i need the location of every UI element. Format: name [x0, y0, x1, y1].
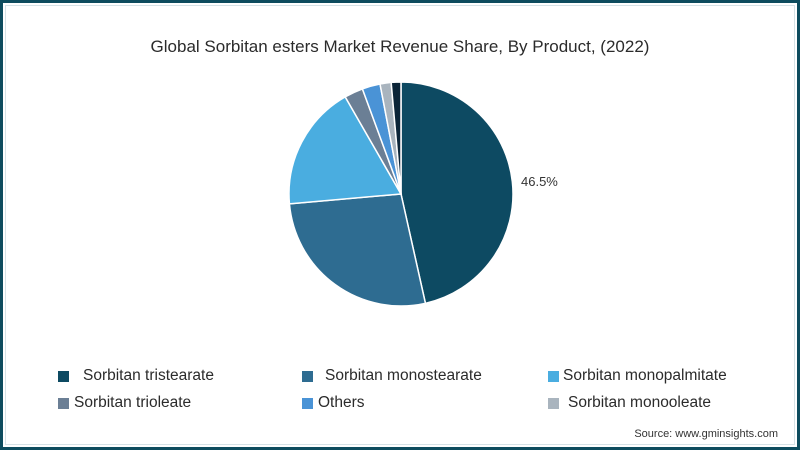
pie-slice: [288, 95, 403, 205]
legend-swatch-icon: [548, 370, 559, 382]
pie-slices: [288, 81, 514, 307]
pie-slice: [400, 81, 514, 305]
legend-swatch-icon: [302, 397, 313, 409]
source-note: Source: www.gminsights.com: [634, 428, 778, 440]
legend-swatch-icon: [58, 370, 69, 382]
slice-data-label: 46.5%: [521, 174, 558, 189]
legend-label: Others: [318, 394, 365, 411]
legend-swatch-icon: [548, 397, 559, 409]
legend-item-trioleate: Sorbitan trioleate: [58, 394, 191, 412]
legend-label: Sorbitan monopalmitate: [563, 367, 727, 384]
legend-label: Sorbitan trioleate: [74, 394, 192, 411]
legend-item-monostearate: Sorbitan monostearate: [302, 367, 482, 385]
legend-item-tristearate: Sorbitan tristearate: [58, 367, 214, 385]
legend-item-others: Others: [302, 394, 365, 412]
legend-label: Sorbitan monostearate: [325, 367, 482, 384]
legend-item-monopalmitate: Sorbitan monopalmitate: [548, 367, 727, 385]
legend-label: Sorbitan monooleate: [568, 394, 712, 411]
legend-label: Sorbitan tristearate: [83, 367, 214, 384]
chart-title: Global Sorbitan esters Market Revenue Sh…: [150, 37, 650, 56]
legend-swatch-icon: [58, 397, 69, 409]
legend-item-monooleate: Sorbitan monooleate: [548, 394, 711, 412]
pie-slice: [390, 81, 402, 195]
pie-slice: [288, 193, 427, 307]
legend-swatch-icon: [302, 370, 313, 382]
